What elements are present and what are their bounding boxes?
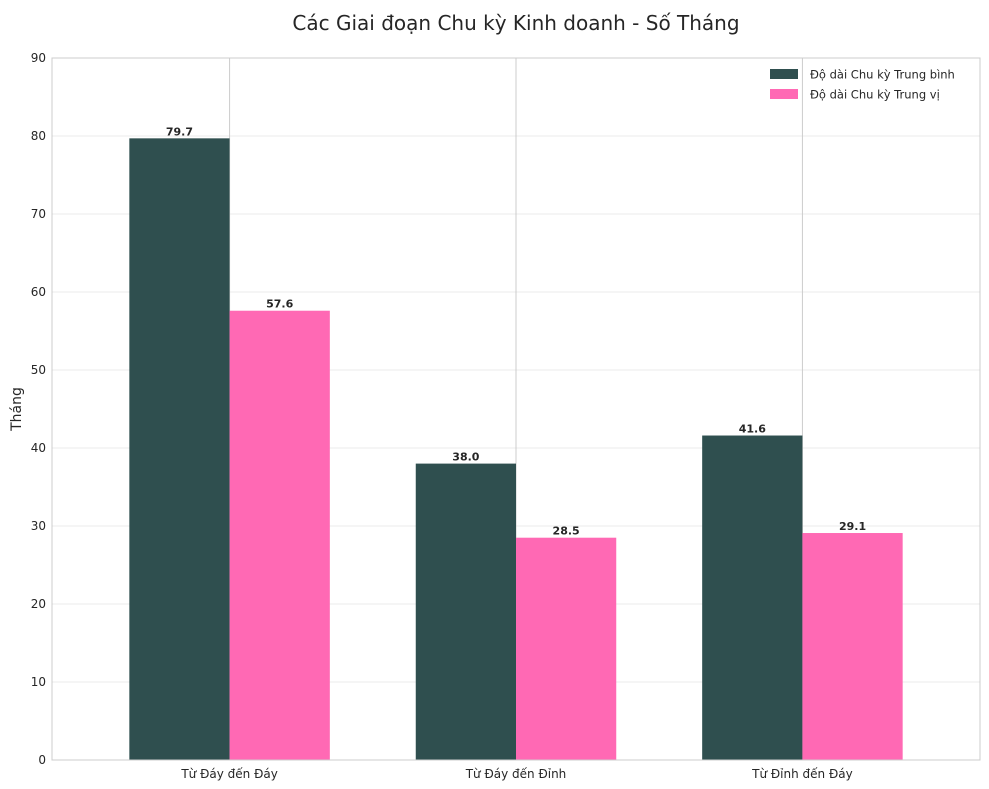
y-tick-label: 30 [31,519,46,533]
data-label: 57.6 [266,298,293,311]
y-tick-label: 40 [31,441,46,455]
bar [702,435,803,760]
plot-frame [51,57,981,761]
x-tick-label: Từ Đỉnh đến Đáy [751,767,853,781]
y-tick-label: 10 [31,675,46,689]
bar [415,463,516,760]
x-axis-ticks: Từ Đáy đến Đáy Từ Đáy đến Đỉnh Từ Đỉnh đến… [180,767,852,781]
data-label: 79.7 [166,125,193,138]
y-tick-label: 80 [31,129,46,143]
y-axis-ticks: 0 10 20 30 40 50 60 70 80 90 [31,51,46,767]
y-tick-label: 50 [31,363,46,377]
legend-label: Độ dài Chu kỳ Trung vị [810,88,940,102]
legend-label: Độ dài Chu kỳ Trung bình [810,68,955,82]
y-axis-label: Tháng [9,387,25,432]
y-tick-label: 0 [38,753,46,767]
y-tick-label: 70 [31,207,46,221]
data-label: 41.6 [739,423,766,436]
bars [129,138,903,761]
bar [129,138,230,761]
y-tick-label: 90 [31,51,46,65]
legend: Độ dài Chu kỳ Trung bình Độ dài Chu kỳ Tr… [770,68,955,102]
data-label: 29.1 [839,520,866,533]
bar [802,533,903,760]
data-label: 28.5 [553,525,580,538]
bar [229,310,330,760]
y-tick-label: 20 [31,597,46,611]
x-tick-label: Từ Đáy đến Đỉnh [465,767,567,781]
x-tick-label: Từ Đáy đến Đáy [180,767,278,781]
bar [516,537,617,760]
data-labels: 79.7 57.6 38.0 28.5 41.6 29.1 [166,125,866,537]
y-tick-label: 60 [31,285,46,299]
legend-swatch [770,69,798,79]
legend-swatch [770,89,798,99]
data-label: 38.0 [452,451,479,464]
chart-title: Các Giai đoạn Chu kỳ Kinh doanh - Số Thá… [292,11,739,35]
